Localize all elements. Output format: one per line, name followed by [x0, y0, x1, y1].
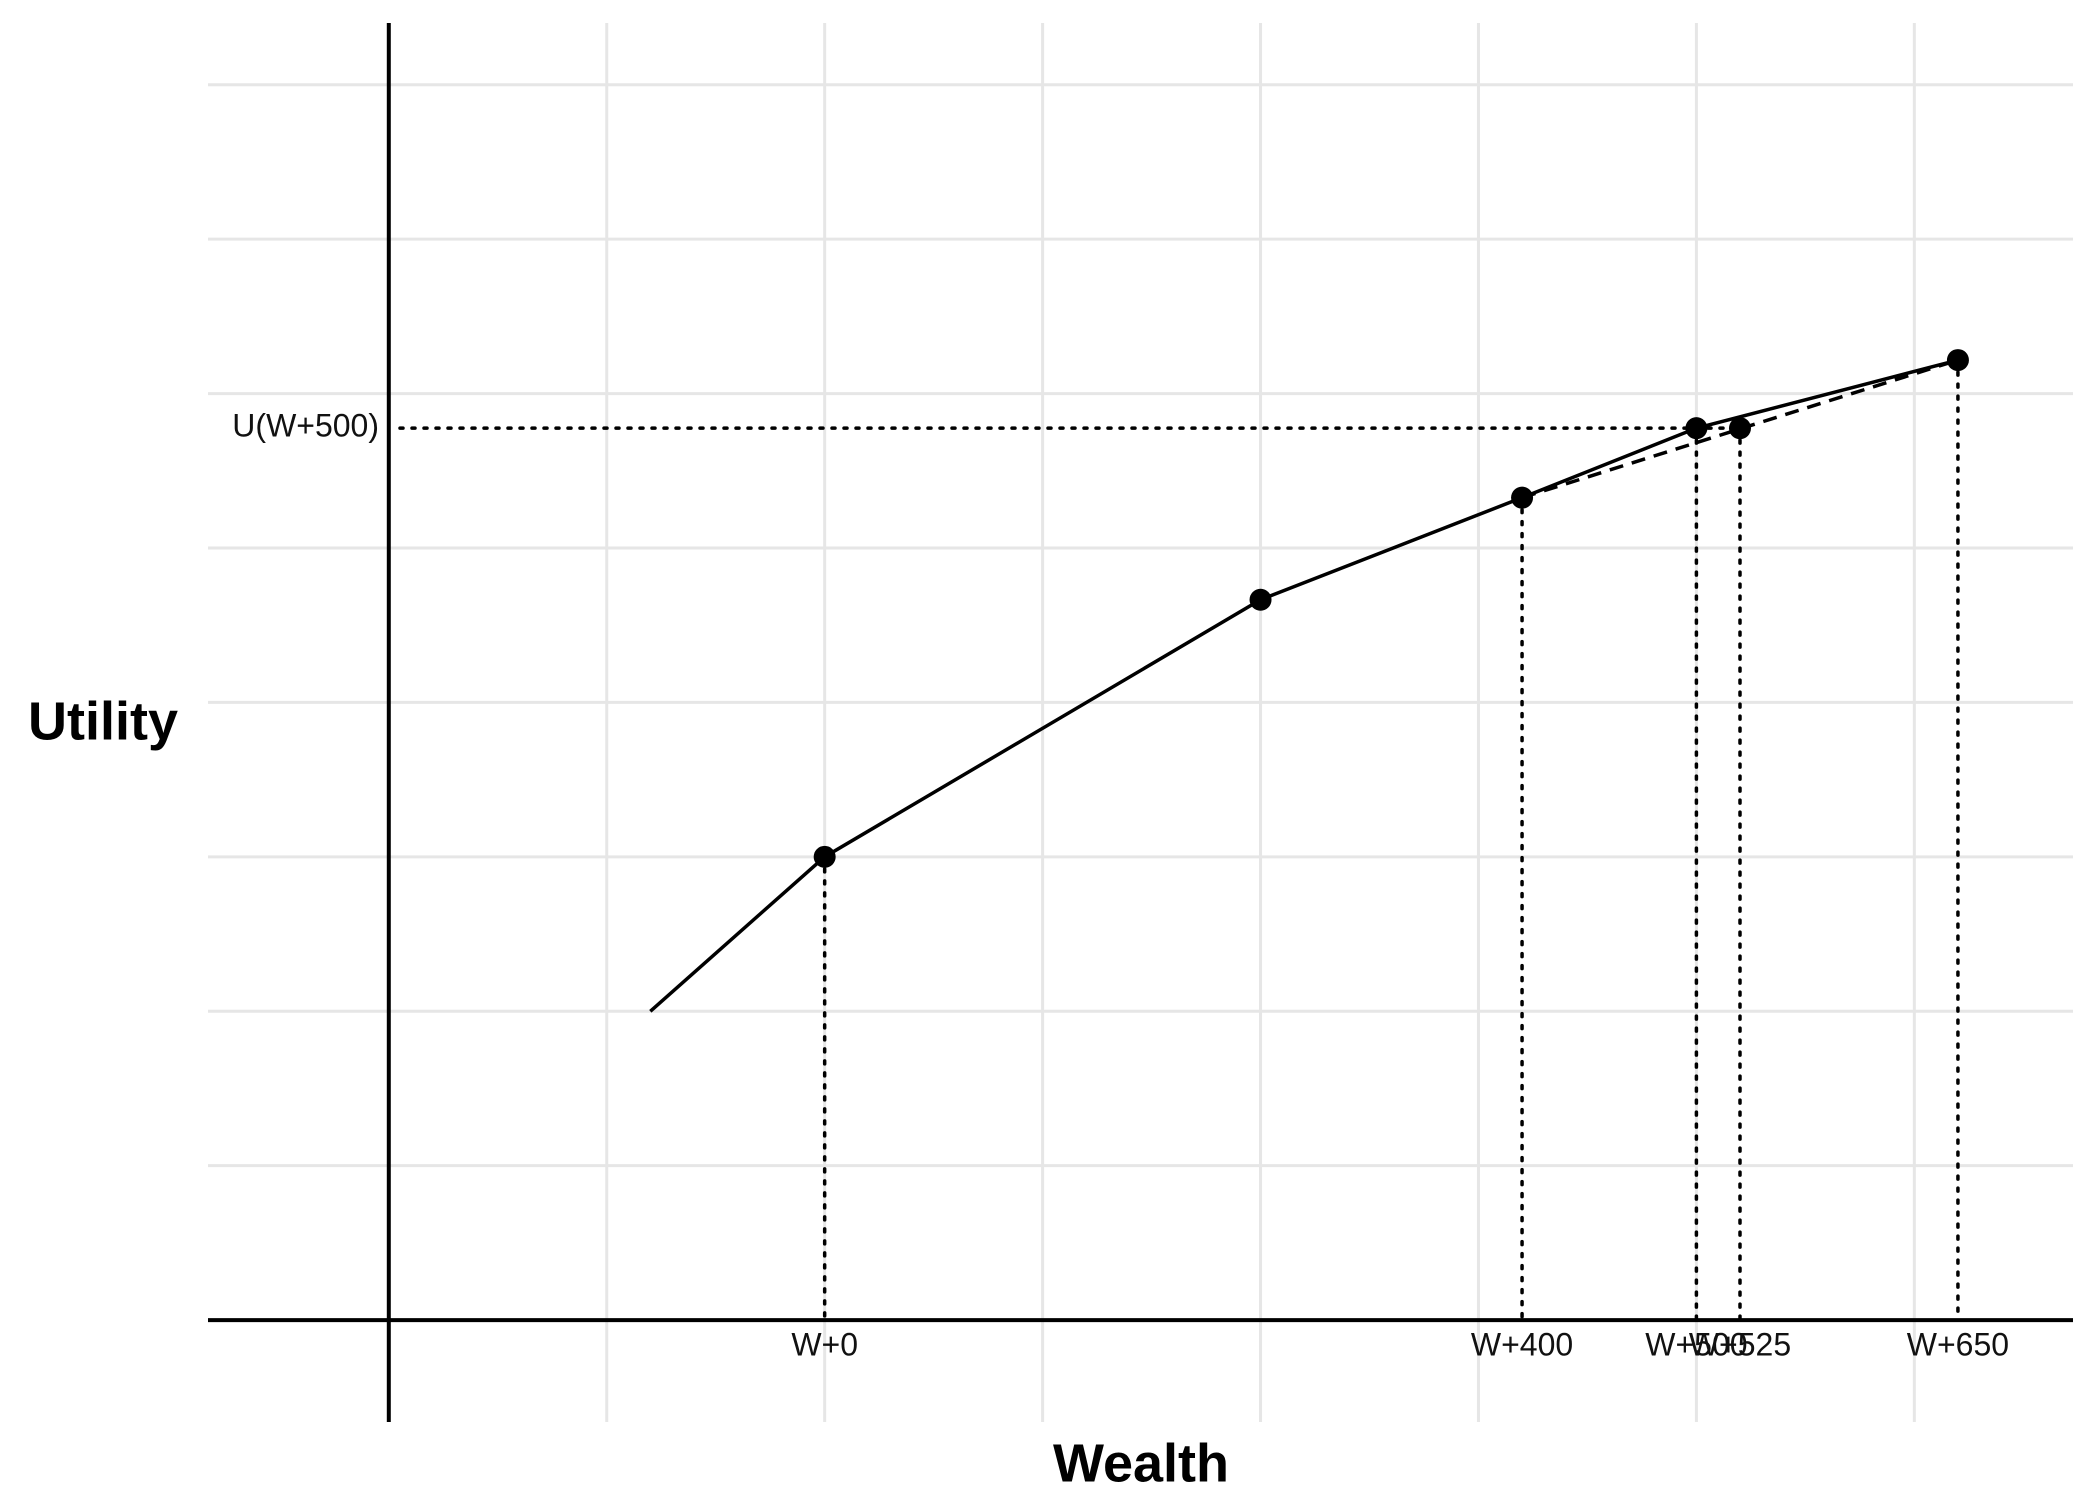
point: [1946, 349, 1969, 372]
x-axis-title: Wealth: [1053, 1433, 1229, 1493]
x-tick-label: W+400: [1471, 1326, 1573, 1362]
point: [813, 845, 836, 868]
series-line: [1521, 358, 1959, 500]
series-line: [649, 358, 1959, 1013]
x-tick-label: W+0: [791, 1326, 858, 1362]
y-axis-title: Utility: [28, 691, 178, 751]
point: [1685, 417, 1708, 440]
x-tick-label: W+500: [1645, 1326, 1747, 1362]
point: [1511, 486, 1534, 509]
point: [1249, 588, 1272, 611]
x-tick-label: W+650: [1907, 1326, 2009, 1362]
x-tick-label: W+525: [1689, 1326, 1791, 1362]
y-tick-label: U(W+500): [232, 408, 379, 444]
point: [1728, 417, 1751, 440]
